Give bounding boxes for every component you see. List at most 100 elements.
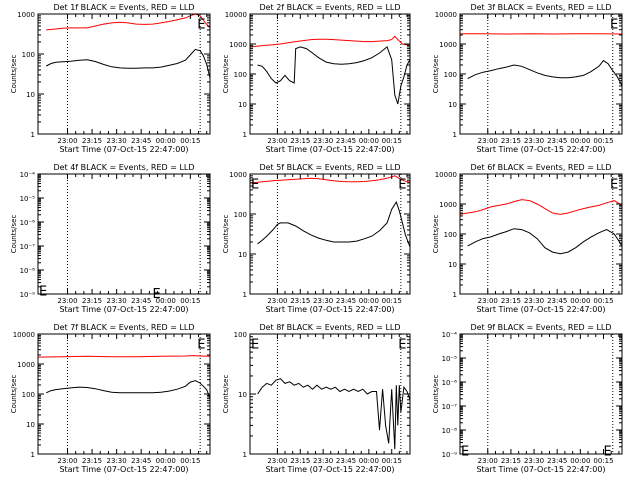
x-tick-label: 00:00 [156, 457, 176, 465]
x-tick-label: 23:15 [501, 457, 521, 465]
events-series-line [467, 59, 622, 87]
x-tick-label: 23:00 [267, 297, 287, 305]
y-tick-label: 10 [238, 391, 247, 399]
plot-frame [459, 173, 623, 295]
chart-title: Det 9f BLACK = Events, RED = LLD [470, 323, 611, 332]
x-tick-label: 23:45 [336, 457, 356, 465]
y-tick-label: 10⁻⁵ [442, 355, 458, 363]
y-tick-label: 100 [234, 331, 247, 339]
y-tick-label: 1 [243, 291, 247, 299]
x-axis-label: Start Time (07-Oct-15 22:47:00) [265, 145, 394, 154]
x-tick-label: 23:30 [524, 137, 544, 145]
y-axis-label: Counts/sec [10, 375, 18, 414]
y-tick-label: 1000 [229, 171, 247, 179]
x-axis-label: Start Time (07-Oct-15 22:47:00) [59, 305, 188, 314]
x-tick-label: 23:30 [107, 297, 127, 305]
y-tick-label: 10⁻⁸ [442, 427, 458, 435]
x-tick-label: 23:45 [336, 137, 356, 145]
x-tick-label: 23:30 [313, 137, 333, 145]
y-tick-label: 10 [26, 91, 35, 99]
y-tick-label: 10000 [435, 11, 457, 19]
chart-panel-2: Det 2f BLACK = Events, RED = LLD 1 10 100 10… [222, 3, 411, 154]
y-tick-label: 1 [31, 451, 35, 459]
y-tick-label: 10 [26, 421, 35, 429]
x-tick-label: 23:15 [82, 297, 102, 305]
series-group [460, 199, 622, 255]
x-tick-label: 23:45 [336, 297, 356, 305]
y-tick-label: 100 [234, 71, 247, 79]
x-tick-label: 23:45 [131, 297, 151, 305]
chart-panel-9: Det 9f BLACK = Events, RED = LLD 10⁻⁹ 10⁻⁸… [432, 323, 623, 474]
x-tick-label: 23:15 [290, 457, 310, 465]
x-tick-label: 23:45 [547, 297, 567, 305]
x-tick-label: 23:15 [501, 137, 521, 145]
x-tick-label: 00:00 [156, 137, 176, 145]
chart-panel-4: Det 4f BLACK = Events, RED = LLD 10⁻⁹ 10⁻⁸… [10, 163, 211, 314]
chart-title: Det 6f BLACK = Events, RED = LLD [470, 163, 611, 172]
x-tick-label: 00:00 [570, 457, 590, 465]
y-tick-label: 10⁻⁹ [20, 291, 36, 299]
y-tick-label: 1 [243, 131, 247, 139]
x-axis-label: Start Time (07-Oct-15 22:47:00) [59, 145, 188, 154]
x-tick-label: 00:15 [382, 297, 402, 305]
x-tick-label: 00:15 [593, 457, 613, 465]
edge-marker-label: E [153, 287, 161, 302]
y-axis-label: Counts/sec [222, 375, 230, 414]
y-tick-label: 1 [453, 291, 457, 299]
y-axis-label: Counts/sec [432, 55, 440, 94]
x-tick-label: 23:00 [478, 137, 498, 145]
x-tick-label: 23:00 [478, 297, 498, 305]
plot-frame [37, 173, 211, 295]
x-tick-label: 23:00 [267, 457, 287, 465]
chart-panel-7: Det 7f BLACK = Events, RED = LLD 1 10 100 10… [10, 323, 211, 474]
x-axis-label: Start Time (07-Oct-15 22:47:00) [476, 305, 605, 314]
chart-panel-6: Det 6f BLACK = Events, RED = LLD 1 10 100 10… [432, 163, 623, 314]
edge-marker-label: E [461, 444, 469, 459]
y-tick-label: 10 [448, 261, 457, 269]
series-group [257, 378, 410, 450]
y-tick-label: 1000 [229, 41, 247, 49]
events-series-line [467, 228, 622, 255]
edge-marker-label: E [251, 338, 259, 353]
y-tick-label: 10⁻⁷ [20, 243, 36, 251]
x-tick-label: 23:30 [107, 137, 127, 145]
x-tick-label: 23:15 [82, 137, 102, 145]
x-tick-label: 23:00 [57, 297, 77, 305]
y-tick-label: 10000 [435, 171, 457, 179]
plot-frame [459, 333, 623, 455]
x-tick-label: 00:00 [570, 137, 590, 145]
y-tick-label: 1 [453, 131, 457, 139]
y-tick-label: 10⁻⁶ [20, 219, 36, 227]
series-group [250, 35, 410, 105]
y-tick-label: 1000 [17, 11, 35, 19]
x-axis-label: Start Time (07-Oct-15 22:47:00) [265, 465, 394, 474]
x-tick-label: 23:30 [107, 457, 127, 465]
x-tick-label: 23:30 [313, 457, 333, 465]
events-series-line [45, 380, 210, 399]
y-tick-label: 10⁻⁷ [442, 403, 458, 411]
x-tick-label: 23:45 [547, 457, 567, 465]
y-tick-label: 10 [238, 101, 247, 109]
series-group [45, 14, 210, 79]
x-tick-label: 23:00 [267, 137, 287, 145]
plot-frame [249, 333, 411, 455]
y-axis-label: Counts/sec [432, 215, 440, 254]
chart-title: Det 7f BLACK = Events, RED = LLD [53, 323, 194, 332]
x-axis-label: Start Time (07-Oct-15 22:47:00) [476, 145, 605, 154]
x-tick-label: 00:00 [359, 297, 379, 305]
y-tick-label: 1 [31, 131, 35, 139]
x-tick-label: 00:15 [593, 137, 613, 145]
y-tick-label: 1000 [439, 41, 457, 49]
chart-title: Det 5f BLACK = Events, RED = LLD [259, 163, 400, 172]
chart-title: Det 3f BLACK = Events, RED = LLD [470, 3, 611, 12]
plot-frame [37, 13, 211, 135]
y-tick-label: 10⁻⁴ [20, 171, 36, 179]
lld-series-line [460, 199, 622, 215]
x-tick-label: 23:15 [290, 137, 310, 145]
y-tick-label: 10⁻⁵ [20, 195, 36, 203]
x-tick-label: 23:00 [57, 457, 77, 465]
series-group [460, 33, 622, 87]
x-tick-label: 23:30 [524, 457, 544, 465]
chart-panel-5: Det 5f BLACK = Events, RED = LLD 1 10 100 10… [222, 163, 411, 314]
